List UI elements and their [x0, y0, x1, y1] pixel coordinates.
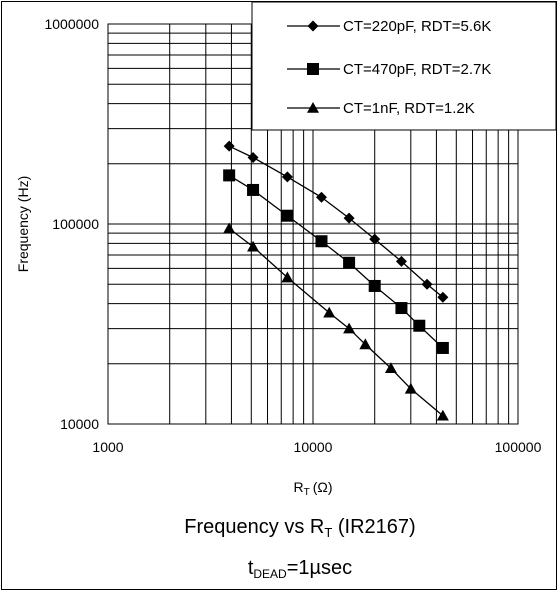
data-point-diamond	[343, 212, 355, 224]
x-axis-title-main: R	[293, 479, 303, 495]
data-point-square	[247, 183, 260, 196]
data-point-square	[343, 256, 356, 269]
legend: CT=220pF, RDT=5.6K CT=470pF, RDT=2.7K CT…	[251, 1, 557, 131]
chart-title-sub: T	[324, 525, 332, 540]
chart-title: Frequency vs RT (IR2167)	[184, 516, 415, 540]
data-point-square	[281, 209, 294, 222]
legend-marker-triangle	[307, 102, 319, 113]
x-tick-label-10000: 10000	[294, 439, 333, 455]
data-point-diamond	[369, 233, 381, 245]
x-tick-label-100000: 100000	[495, 439, 542, 455]
data-point-triangle	[281, 271, 294, 283]
legend-label-1: CT=220pF, RDT=5.6K	[343, 18, 491, 35]
legend-label-2: CT=470pF, RDT=2.7K	[343, 61, 491, 78]
data-point-diamond	[281, 171, 293, 183]
data-point-triangle	[223, 222, 236, 234]
data-point-diamond	[223, 140, 235, 152]
x-tick-label-1000: 1000	[92, 439, 123, 455]
data-point-triangle	[384, 362, 397, 374]
data-point-diamond	[247, 152, 259, 164]
data-point-diamond	[395, 255, 407, 267]
data-point-triangle	[247, 240, 260, 252]
y-axis-title: Frequency (Hz)	[15, 176, 31, 272]
legend-box	[251, 1, 557, 131]
series-2	[223, 169, 449, 354]
data-point-square	[223, 169, 236, 182]
data-point-triangle	[343, 322, 356, 334]
data-point-square	[368, 279, 381, 292]
data-point-square	[413, 319, 426, 332]
series-layer	[223, 140, 449, 421]
data-point-diamond	[315, 191, 327, 203]
chart-subtitle-rest: =1µsec	[287, 557, 352, 579]
chart-subtitle-sub: DEAD	[253, 567, 287, 581]
y-tick-label-1000000: 1000000	[44, 16, 99, 32]
data-point-triangle	[436, 409, 449, 421]
x-axis-title: RT (Ω)	[293, 479, 332, 498]
x-axis-title-unit: (Ω)	[313, 479, 333, 495]
data-point-diamond	[437, 291, 449, 303]
x-axis-title-sub: T	[304, 487, 310, 498]
data-point-diamond	[421, 278, 433, 290]
data-point-square	[395, 302, 408, 315]
data-point-triangle	[359, 338, 372, 350]
chart-subtitle-main: t	[248, 557, 254, 579]
series-3	[223, 222, 449, 421]
chart-title-main: Frequency vs R	[184, 516, 324, 538]
y-tick-label-10000: 10000	[60, 416, 99, 432]
legend-items	[287, 20, 340, 113]
legend-marker-square	[307, 63, 319, 75]
data-point-square	[436, 341, 449, 354]
legend-marker-diamond	[307, 20, 319, 32]
data-point-triangle	[404, 382, 417, 394]
y-tick-label-100000: 100000	[52, 216, 99, 232]
data-point-triangle	[323, 306, 336, 318]
chart-title-rest: (IR2167)	[332, 516, 415, 538]
chart-subtitle: tDEAD=1µsec	[248, 557, 352, 581]
legend-label-3: CT=1nF, RDT=1.2K	[343, 100, 475, 117]
series-1	[223, 140, 449, 303]
data-point-square	[315, 235, 328, 248]
